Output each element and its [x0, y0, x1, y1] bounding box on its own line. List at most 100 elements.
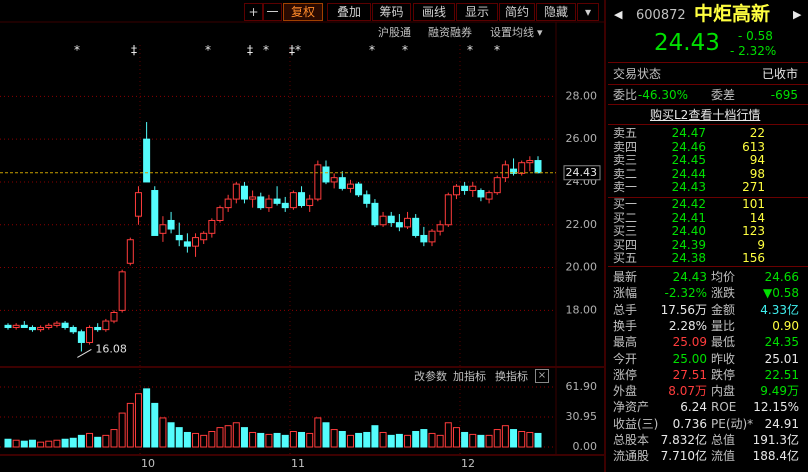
stock-name: 中炬高新	[694, 3, 771, 25]
stat-label: 外盘	[613, 384, 638, 399]
volume-bar	[289, 430, 297, 448]
volume-button[interactable]: 改参数	[414, 370, 447, 383]
volume-bar	[208, 430, 216, 448]
event-marker[interactable]: *	[369, 43, 375, 57]
event-marker[interactable]: *	[205, 43, 211, 57]
event-marker[interactable]: ‡	[247, 43, 253, 57]
volume-bar	[404, 434, 412, 448]
volume-bar	[444, 422, 452, 448]
ratio-value: -46.30%	[637, 88, 688, 102]
volume-bar	[69, 437, 77, 448]
separator	[608, 104, 808, 105]
toolbar-button[interactable]: +	[244, 3, 263, 21]
toolbar-button[interactable]: 显示	[456, 3, 498, 21]
volume-bar	[273, 432, 281, 448]
toolbar-button[interactable]: 复权	[283, 3, 323, 21]
book-price: 24.43	[671, 180, 706, 194]
volume-bar	[134, 393, 142, 448]
stat-label: 流值	[711, 449, 736, 464]
stat-value: 25.01	[764, 351, 799, 366]
book-label: 卖五	[613, 126, 638, 140]
volume-button[interactable]: 加指标	[453, 370, 486, 383]
candle-body	[379, 215, 387, 226]
volume-tick-label: 30.95	[566, 410, 598, 423]
separator	[608, 124, 808, 125]
l2-link[interactable]: 购买L2查看十档行情	[650, 108, 761, 122]
status-value: 已收市	[761, 67, 798, 81]
volume-tick-label: 61.90	[566, 380, 598, 393]
y-tick-label: 22.00	[566, 218, 598, 231]
candle-body	[69, 326, 77, 333]
sub-button[interactable]: 设置均线	[490, 26, 534, 39]
candle-body	[224, 198, 232, 209]
volume-bar	[452, 427, 460, 448]
event-marker[interactable]: ‡*	[289, 43, 301, 57]
candle-body	[534, 160, 542, 174]
candle-body	[338, 177, 346, 189]
sub-button[interactable]: 融资融券	[428, 26, 472, 39]
volume-bar	[469, 433, 477, 448]
toolbar-arrow[interactable]: ▾	[577, 3, 599, 21]
separator	[608, 84, 808, 85]
candle-body	[257, 196, 265, 209]
candle-body	[4, 324, 12, 328]
candle-body	[45, 324, 53, 328]
volume-bar	[53, 439, 61, 448]
toolbar-button[interactable]: 简约	[499, 3, 535, 21]
book-label: 卖二	[613, 166, 638, 181]
stat-label: 最新	[613, 270, 638, 284]
volume-bar	[306, 432, 314, 448]
separator	[608, 266, 808, 267]
volume-bar	[110, 429, 118, 448]
volume-bar	[314, 417, 322, 448]
toolbar-button[interactable]: 一	[263, 3, 282, 21]
volume-bar	[94, 436, 102, 448]
volume-bar	[37, 441, 45, 448]
candle-body	[159, 224, 167, 234]
volume-button[interactable]: 换指标	[495, 370, 528, 383]
stat-value: 25.09	[672, 335, 707, 350]
book-volume: 613	[742, 139, 765, 154]
stock-change: - 0.58	[738, 29, 773, 43]
toolbar-button[interactable]: 筹码	[372, 3, 411, 21]
toolbar-button[interactable]: 隐藏	[536, 3, 576, 21]
volume-close[interactable]: ×	[535, 369, 549, 383]
book-price: 24.41	[671, 210, 706, 225]
stat-value: 7.710亿	[660, 449, 707, 464]
stat-label: 总手	[613, 302, 638, 317]
candle-body	[37, 326, 45, 331]
event-marker[interactable]: ‡	[131, 43, 137, 57]
volume-bar	[151, 402, 159, 448]
stat-value: 22.51	[764, 367, 799, 382]
volume-bar	[363, 431, 371, 448]
book-label: 买三	[613, 224, 638, 238]
nav-right[interactable]: ▶	[793, 8, 802, 21]
toolbar-button[interactable]: 叠加	[327, 3, 371, 21]
candle-body	[436, 224, 444, 232]
volume-bar	[355, 432, 363, 448]
stat-label: 总值	[711, 433, 736, 447]
volume-bar	[216, 427, 224, 448]
low-label: 16.08	[95, 342, 127, 355]
candle-body	[143, 138, 151, 183]
candle-body	[444, 194, 452, 226]
event-marker[interactable]: *	[402, 43, 408, 57]
candle-body	[175, 234, 183, 241]
candle-body	[493, 177, 501, 194]
stat-value: 0.90	[772, 318, 799, 333]
volume-bar	[183, 431, 191, 448]
toolbar-button[interactable]: 画线	[413, 3, 455, 21]
volume-bar	[167, 422, 175, 448]
nav-left[interactable]: ◀	[614, 8, 623, 21]
stat-label: 最高	[613, 335, 638, 350]
stat-label: 昨收	[711, 351, 736, 366]
event-marker[interactable]: *	[263, 43, 269, 57]
event-marker[interactable]: *	[494, 43, 500, 57]
stat-value: -2.32%	[664, 286, 707, 301]
book-volume: 14	[749, 210, 765, 225]
event-marker[interactable]: *	[467, 43, 473, 57]
candle-body	[526, 160, 534, 164]
sub-button[interactable]: 沪股通	[378, 26, 411, 39]
event-marker[interactable]: *	[74, 43, 80, 57]
